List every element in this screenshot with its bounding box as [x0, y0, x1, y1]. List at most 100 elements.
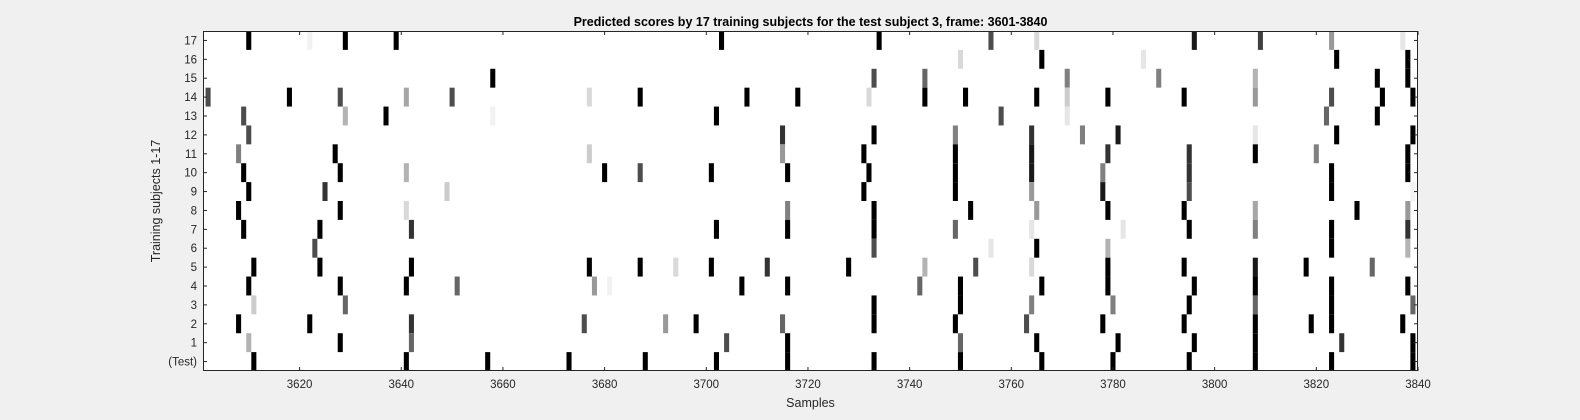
- heatmap-cell: [1405, 276, 1411, 296]
- heatmap-cell: [1039, 276, 1045, 296]
- heatmap-cell: [1252, 295, 1258, 315]
- heatmap-cell: [871, 295, 877, 315]
- y-tick-label: 4: [191, 281, 198, 293]
- chart-title: Predicted scores by 17 training subjects…: [574, 15, 1048, 29]
- heatmap-cell: [591, 276, 597, 296]
- heatmap-cell: [871, 352, 877, 371]
- heatmap-cell: [1405, 144, 1411, 164]
- heatmap-cell: [871, 125, 877, 145]
- heatmap-cell: [1252, 201, 1258, 220]
- heatmap-cell: [337, 201, 343, 220]
- heatmap-cell: [342, 295, 348, 315]
- heatmap-cell: [957, 295, 963, 315]
- x-tick-label: 3820: [1304, 379, 1330, 391]
- heatmap-cell: [739, 276, 745, 296]
- heatmap-cell: [693, 314, 699, 334]
- heatmap-cell: [1039, 49, 1045, 69]
- heatmap-cell: [1339, 333, 1345, 353]
- heatmap-cell: [1140, 49, 1147, 69]
- heatmap-cell: [246, 31, 252, 50]
- heatmap-cell: [1303, 257, 1309, 277]
- heatmap-cell: [1252, 257, 1258, 277]
- heatmap-cell: [1400, 31, 1406, 50]
- heatmap-cell: [1252, 219, 1258, 239]
- heatmap-cell: [871, 238, 877, 258]
- y-tick-label: 6: [191, 243, 197, 255]
- heatmap-cell: [785, 219, 791, 239]
- heatmap-cell: [1379, 87, 1385, 107]
- heatmap-cell: [408, 314, 414, 334]
- heatmap-cell: [1181, 314, 1187, 334]
- heatmap-cell: [957, 49, 963, 69]
- heatmap-cell: [1329, 31, 1335, 50]
- heatmap-cell: [922, 257, 928, 277]
- heatmap-cell: [403, 201, 409, 220]
- heatmap-cell: [1120, 219, 1126, 239]
- heatmap-cell: [1405, 219, 1411, 239]
- heatmap-cell: [952, 182, 958, 201]
- heatmap-cell: [785, 352, 791, 371]
- heatmap-cell: [322, 182, 328, 201]
- heatmap-cell: [1029, 144, 1035, 164]
- heatmap-cell: [1115, 125, 1121, 145]
- heatmap-cell: [317, 219, 323, 239]
- heatmap-cells: [205, 31, 1416, 371]
- heatmap-cell: [586, 257, 592, 277]
- heatmap-cell: [1034, 31, 1040, 50]
- heatmap-cell: [866, 87, 872, 107]
- heatmap-cell: [1308, 314, 1314, 334]
- heatmap-cell: [957, 276, 963, 296]
- heatmap-cell: [637, 257, 643, 277]
- heatmap-cell: [963, 87, 969, 107]
- heatmap-cell: [1029, 219, 1035, 239]
- heatmap-cell: [719, 31, 725, 50]
- heatmap-cell: [337, 276, 343, 296]
- heatmap-cell: [1186, 352, 1192, 371]
- heatmap-cell: [251, 257, 257, 277]
- heatmap-cell: [1410, 352, 1416, 371]
- heatmap-cell: [1374, 106, 1380, 126]
- heatmap-cell: [485, 352, 491, 371]
- heatmap-cell: [1110, 295, 1116, 315]
- heatmap-cell: [1405, 49, 1411, 69]
- x-tick-label: 3620: [287, 379, 313, 391]
- heatmap-cell: [785, 163, 791, 183]
- heatmap-cell: [1329, 182, 1335, 201]
- heatmap-cell: [1115, 333, 1121, 353]
- heatmap-cell: [708, 163, 714, 183]
- y-tick-label: 9: [191, 187, 197, 199]
- heatmap-cell: [637, 87, 643, 107]
- heatmap-cell: [1186, 182, 1192, 201]
- x-tick-label: 3780: [1100, 379, 1126, 391]
- heatmap-cell: [1405, 68, 1411, 88]
- heatmap-cell: [1105, 257, 1111, 277]
- heatmap-cell: [1029, 295, 1035, 315]
- heatmap-cell: [602, 163, 608, 183]
- heatmap-cell: [1329, 314, 1335, 334]
- heatmap-cell: [1191, 333, 1197, 353]
- heatmap-cell: [490, 106, 496, 126]
- heatmap-cell: [1252, 314, 1258, 334]
- heatmap-cell: [988, 238, 994, 258]
- heatmap-cell: [1369, 257, 1375, 277]
- heatmap-cell: [713, 352, 719, 371]
- heatmap-cell: [241, 163, 247, 183]
- y-tick-label: 16: [184, 54, 197, 66]
- heatmap-cell: [317, 257, 323, 277]
- x-tick-label: 3740: [897, 379, 923, 391]
- heatmap-cell: [1252, 333, 1258, 353]
- heatmap-cell: [383, 106, 389, 126]
- x-axis-ticks: 3620 3640 3660 3680 3700 3720 3740 3760 3780 3800…: [287, 31, 1431, 391]
- heatmap-cell: [952, 163, 958, 183]
- heatmap-cell: [1329, 238, 1335, 258]
- heatmap-cell: [1374, 68, 1380, 88]
- heatmap-cell: [490, 68, 496, 88]
- heatmap-cell: [1186, 219, 1192, 239]
- heatmap-cell: [673, 257, 679, 277]
- heatmap-cell: [1405, 201, 1411, 220]
- heatmap-cell: [1034, 238, 1040, 258]
- plot-area: [203, 31, 1418, 371]
- heatmap-cell: [246, 276, 252, 296]
- heatmap-cell: [922, 68, 928, 88]
